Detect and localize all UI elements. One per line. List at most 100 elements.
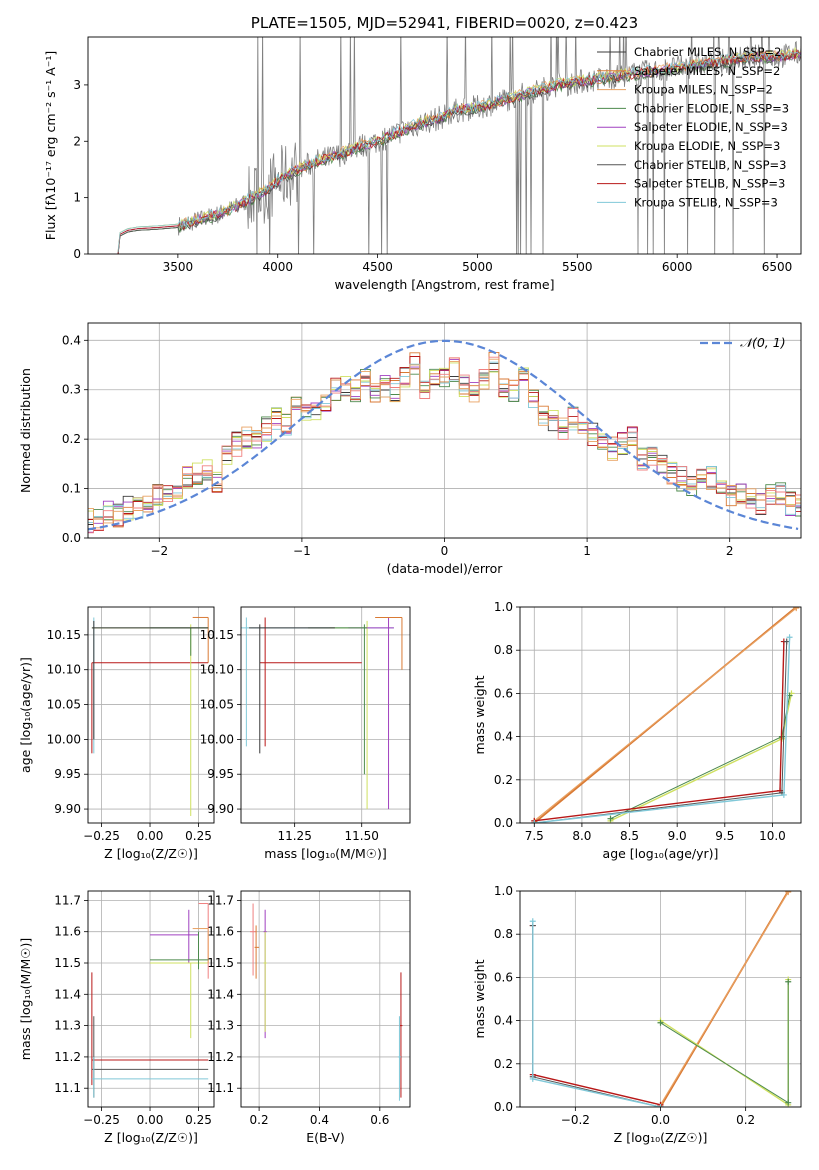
y-tick-label: 10.05 — [200, 698, 234, 712]
model-line-salpeter_stelib — [117, 49, 801, 254]
x-tick-label: 2 — [726, 544, 734, 558]
y-tick-label: 2 — [73, 134, 81, 148]
y-tick-label: 11.5 — [207, 956, 234, 970]
x-tick-label: 0.2 — [250, 1113, 269, 1127]
y-tick-label: 10.10 — [47, 663, 81, 677]
x-tick-label: 10.0 — [759, 829, 786, 843]
plot-area — [531, 607, 800, 823]
x-axis-label: mass [log₁₀(M/M☉)] — [264, 846, 386, 861]
panel-weight_vs_z: −0.2 0.0 0.2 0.0 0.2 0.4 0.6 0.8 1.0 Z [log₁₀(Z/Z… — [472, 884, 802, 1145]
weight-line-kroupa_miles — [659, 891, 789, 1106]
weight-line-kroupa_stelib — [534, 637, 791, 823]
hist-step-kroupa_miles — [88, 358, 801, 529]
x-tick-label: 0.25 — [185, 829, 212, 843]
axes-frame — [240, 890, 411, 1108]
y-tick-label: 3 — [73, 78, 81, 92]
plot-area — [91, 903, 209, 1098]
y-axis-label: age [log₁₀(age/yr)] — [18, 657, 33, 773]
model-line-kroupa_stelib — [117, 50, 801, 253]
x-tick-label: −1 — [293, 544, 311, 558]
hist-step-chabrier_elodie — [88, 368, 801, 531]
panel-age_vs_z: −0.25 0.00 0.25 9.90 9.95 10.00 10.05 10.10 10.1… — [18, 606, 215, 861]
axes-frame — [519, 606, 802, 824]
y-tick-label: 11.3 — [54, 1019, 81, 1033]
axes-frame — [87, 890, 215, 1108]
x-tick-label: 9.5 — [715, 829, 734, 843]
x-axis-label: (data-model)/error — [387, 561, 504, 576]
y-tick-label: 0.8 — [494, 643, 513, 657]
x-axis-label: Z [log₁₀(Z/Z☉)] — [104, 846, 198, 861]
y-tick-label: 1 — [73, 191, 81, 205]
x-tick-label: 8.0 — [572, 829, 591, 843]
x-tick-label: 3500 — [163, 260, 194, 274]
y-tick-label: 10.00 — [200, 732, 234, 746]
y-tick-label: 1.0 — [494, 884, 513, 898]
plot-area — [250, 903, 403, 1101]
legend-entry: 𝒩(0, 1) — [740, 335, 786, 350]
axes-frame — [87, 322, 802, 539]
y-tick-label: 0.8 — [494, 927, 513, 941]
y-tick-label: 0.4 — [494, 1014, 513, 1028]
y-tick-label: 9.90 — [54, 802, 81, 816]
panel-mass_vs_ebv: 0.2 0.4 0.6 11.1 11.2 11.3 11.4 11.5 11.6 11.7 E(B… — [207, 890, 411, 1145]
legend-entry: Kroupa MILES, N_SSP=2 — [634, 83, 773, 97]
x-tick-label: 4500 — [362, 260, 393, 274]
y-tick-label: 10.00 — [47, 732, 81, 746]
y-tick-label: 11.2 — [207, 1050, 234, 1064]
x-tick-label: 0.00 — [137, 829, 164, 843]
model-line-chabrier_stelib — [117, 52, 801, 254]
y-axis-label: Flux [fλ10⁻¹⁷ erg cm⁻² s⁻¹ A⁻¹] — [43, 51, 58, 240]
y-tick-label: 11.3 — [207, 1019, 234, 1033]
y-tick-label: 11.4 — [207, 987, 234, 1001]
weight-line-salpeter_stelib — [534, 641, 785, 822]
y-tick-label: 9.95 — [54, 767, 81, 781]
x-tick-label: 4000 — [262, 260, 293, 274]
y-tick-label: 11.5 — [54, 956, 81, 970]
x-tick-label: 6500 — [762, 260, 793, 274]
weight-line-salpeter_stelib — [532, 925, 661, 1106]
x-axis-label: Z [log₁₀(Z/Z☉)] — [614, 1130, 708, 1145]
weight-line-chabrier_stelib — [534, 641, 788, 823]
y-tick-label: 10.15 — [200, 628, 234, 642]
y-tick-label: 11.7 — [54, 893, 81, 907]
y-axis-label: mass weight — [472, 959, 487, 1038]
x-tick-label: −0.2 — [561, 1113, 590, 1127]
legend-entry: Chabrier STELIB, N_SSP=3 — [634, 158, 786, 172]
legend-entry: Salpeter STELIB, N_SSP=3 — [634, 177, 785, 191]
plot-area — [91, 616, 209, 817]
x-tick-label: 5000 — [462, 260, 493, 274]
x-tick-label: 0.4 — [310, 1113, 329, 1127]
legend-entry: Chabrier MILES, N_SSP=2 — [634, 45, 781, 59]
weight-marker — [607, 815, 614, 822]
y-tick-label: 1.0 — [494, 600, 513, 614]
weight-marker — [529, 918, 536, 925]
y-tick-label: 0.4 — [62, 333, 81, 347]
x-tick-label: 0.2 — [736, 1113, 755, 1127]
plot-area — [241, 616, 403, 810]
x-tick-label: −2 — [150, 544, 168, 558]
y-tick-label: 11.6 — [54, 925, 81, 939]
x-tick-label: 11.50 — [345, 829, 379, 843]
chart-title: PLATE=1505, MJD=52941, FIBERID=0020, z=0… — [251, 14, 638, 32]
y-tick-label: 10.10 — [200, 663, 234, 677]
legend: Chabrier MILES, N_SSP=2 Salpeter MILES, N… — [597, 45, 789, 209]
y-tick-label: 0.6 — [494, 686, 513, 700]
weight-marker — [780, 791, 787, 798]
x-tick-label: 9.0 — [668, 829, 687, 843]
x-axis-label: wavelength [Angstrom, rest frame] — [334, 277, 554, 292]
plot-area — [88, 339, 801, 534]
x-tick-label: 8.5 — [620, 829, 639, 843]
weight-marker — [657, 1019, 664, 1026]
weight-line-kroupa_miles — [533, 607, 797, 822]
legend-entry: Kroupa ELODIE, N_SSP=3 — [634, 139, 780, 153]
legend-entry: Salpeter ELODIE, N_SSP=3 — [634, 120, 788, 134]
x-tick-label: 11.25 — [277, 829, 311, 843]
y-tick-label: 0.1 — [62, 482, 81, 496]
x-tick-label: −0.25 — [83, 1113, 120, 1127]
y-tick-label: 0.4 — [494, 730, 513, 744]
panel-mass_vs_z: −0.25 0.00 0.25 11.1 11.2 11.3 11.4 11.5 11.6 11.… — [18, 890, 215, 1145]
axes-frame — [240, 606, 411, 824]
y-tick-label: 11.4 — [54, 987, 81, 1001]
y-tick-label: 11.2 — [54, 1050, 81, 1064]
